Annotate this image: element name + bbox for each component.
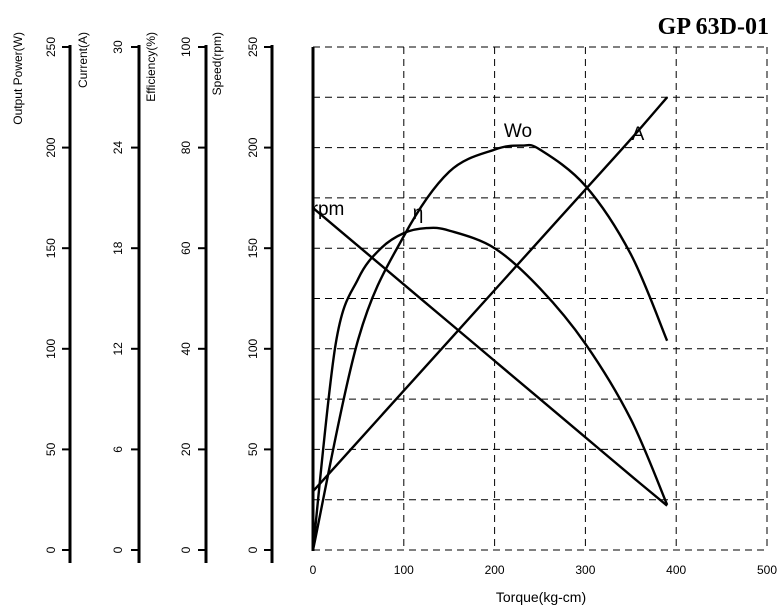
x-tick-label: 300 bbox=[575, 563, 595, 577]
y-tick-label: 50 bbox=[246, 442, 260, 456]
y-tick-label: 80 bbox=[179, 141, 193, 155]
y-tick-label: 200 bbox=[44, 137, 58, 157]
y-axis: 0 50 100 150 200 250 Output Power(W) bbox=[11, 32, 72, 563]
y-tick-label: 100 bbox=[44, 338, 58, 358]
y-axis: 0 50 100 150 200 250 Speed(rpm) bbox=[210, 32, 274, 563]
y-axis-title: Speed(rpm) bbox=[210, 32, 224, 95]
grid bbox=[311, 46, 768, 551]
series-line-eta bbox=[311, 226, 669, 551]
x-tick-label: 200 bbox=[485, 563, 505, 577]
y-tick-label: 30 bbox=[111, 40, 125, 54]
y-tick-label: 24 bbox=[111, 141, 125, 155]
y-tick-label: 40 bbox=[179, 342, 193, 356]
x-tick-label: 0 bbox=[310, 563, 317, 577]
series-label: rpm bbox=[312, 199, 345, 220]
series-line-a bbox=[312, 96, 669, 493]
y-tick-label: 60 bbox=[179, 241, 193, 255]
x-axis: 0 100 200 300 400 500 bbox=[310, 563, 778, 577]
y-axis: 0 6 12 18 24 30 Current(A) bbox=[76, 32, 141, 563]
y-axis: 0 20 40 60 80 100 Efficiency(%) bbox=[144, 32, 208, 563]
y-tick-label: 0 bbox=[179, 546, 193, 553]
y-tick-label: 50 bbox=[44, 442, 58, 456]
series-label: Wo bbox=[504, 121, 532, 142]
y-axis-title: Efficiency(%) bbox=[144, 32, 158, 102]
series-line-rpm bbox=[312, 207, 668, 507]
series-label: A bbox=[632, 124, 645, 145]
y-axis-title: Current(A) bbox=[76, 32, 90, 88]
y-tick-label: 0 bbox=[111, 546, 125, 553]
y-tick-label: 100 bbox=[246, 338, 260, 358]
y-tick-label: 12 bbox=[111, 342, 125, 356]
y-tick-label: 250 bbox=[246, 37, 260, 57]
y-tick-label: 6 bbox=[111, 446, 125, 453]
series-group: rpm ηWo A bbox=[311, 96, 669, 551]
x-axis-title: Torque(kg-cm) bbox=[496, 589, 586, 605]
y-tick-label: 100 bbox=[179, 37, 193, 57]
chart-title: GP 63D-01 bbox=[658, 14, 769, 40]
y-tick-label: 250 bbox=[44, 37, 58, 57]
y-tick-label: 0 bbox=[246, 546, 260, 553]
y-tick-label: 18 bbox=[111, 241, 125, 255]
y-tick-label: 0 bbox=[44, 546, 58, 553]
x-tick-label: 400 bbox=[666, 563, 686, 577]
y-tick-label: 150 bbox=[44, 238, 58, 258]
x-tick-label: 100 bbox=[394, 563, 414, 577]
y-tick-label: 150 bbox=[246, 238, 260, 258]
y-axis-title: Output Power(W) bbox=[11, 32, 25, 125]
y-tick-label: 200 bbox=[246, 137, 260, 157]
x-tick-label: 500 bbox=[757, 563, 777, 577]
y-tick-label: 20 bbox=[179, 442, 193, 456]
series-line-wo bbox=[311, 143, 669, 551]
